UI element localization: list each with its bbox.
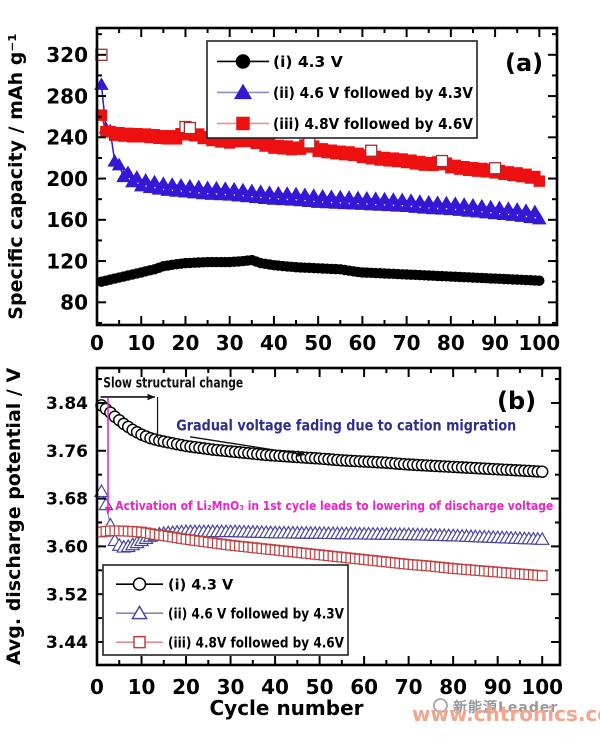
legend-label: (ii) 4.6 V followed by 4.3V: [273, 84, 473, 102]
svg-text:10: 10: [127, 331, 155, 355]
svg-text:100: 100: [521, 675, 563, 699]
svg-text:3.52: 3.52: [46, 585, 88, 605]
svg-text:70: 70: [395, 675, 423, 699]
svg-text:80: 80: [437, 331, 465, 355]
svg-text:60: 60: [350, 675, 378, 699]
svg-text:280: 280: [46, 84, 88, 108]
legend-label: (i) 4.3 V: [273, 53, 343, 71]
watermark-logo: 新能源Leader: [433, 697, 558, 717]
svg-text:10: 10: [128, 675, 156, 699]
svg-text:30: 30: [216, 331, 244, 355]
svg-text:50: 50: [304, 331, 332, 355]
svg-text:50: 50: [306, 675, 334, 699]
annotation-text: (a): [505, 49, 543, 77]
legend-label: (iii) 4.8V followed by 4.6V: [273, 115, 473, 133]
annotation-text: Slow structural change: [103, 376, 243, 392]
svg-text:90: 90: [484, 675, 512, 699]
y-axis-label: Avg. discharge potential / V: [3, 368, 25, 666]
svg-text:100: 100: [518, 331, 560, 355]
svg-text:70: 70: [393, 331, 421, 355]
series--i-4-3-v: [95, 399, 549, 478]
x-axis-label: Cycle number: [209, 696, 363, 720]
svg-text:80: 80: [60, 291, 88, 315]
axes: 0 10 20 30 40 50 60 70 80 90 100 3.44 3.52 3.60 3.68 3.…: [3, 366, 563, 720]
series--ii-4-6-v-followed-by-4-3v: [94, 77, 547, 225]
svg-text:160: 160: [46, 208, 88, 232]
svg-text:20: 20: [172, 331, 200, 355]
y-axis-label: Specific capacity / mAh g⁻¹: [5, 33, 27, 319]
svg-text:40: 40: [261, 675, 289, 699]
legend: (i) 4.3 V (ii) 4.6 V followed by 4.3V (iii…: [206, 40, 478, 139]
annotation-text: Activation of Li₂MnO₃ in 1st cycle leads…: [115, 498, 553, 513]
svg-text:30: 30: [217, 675, 245, 699]
axes: 0 10 20 30 40 50 60 70 80 90 100 80 120 160 200 240 280 3…: [5, 26, 560, 355]
annotation-text: (b): [497, 387, 536, 415]
svg-text:3.68: 3.68: [46, 490, 88, 510]
svg-text:120: 120: [46, 249, 88, 273]
panel-b-voltage-chart: 0 10 20 30 40 50 60 70 80 90 100 3.44 3.52 3.60 3.68 3.…: [0, 355, 600, 738]
watermark-logo-text: 新能源Leader: [453, 700, 559, 716]
svg-text:0: 0: [90, 675, 104, 699]
legend-label: (iii) 4.8V followed by 4.6V: [168, 635, 345, 651]
legend: (i) 4.3 V (ii) 4.6 V followed by 4.3V (iii…: [102, 564, 349, 656]
svg-text:320: 320: [46, 43, 88, 67]
svg-text:90: 90: [481, 331, 509, 355]
panel-a-capacity-chart: 0 10 20 30 40 50 60 70 80 90 100 80 120 160 200 240 280 3…: [0, 0, 600, 355]
watermark-url: www.chtronics.com: [412, 702, 600, 726]
svg-text:0: 0: [90, 331, 104, 355]
annotation-text: Gradual voltage fading due to cation mig…: [176, 417, 516, 435]
svg-text:3.44: 3.44: [46, 633, 88, 653]
series--iii-4-8v-followed-by-4-6v: [96, 525, 548, 582]
series--ii-4-6-v-followed-by-4-3v: [93, 483, 550, 553]
svg-text:40: 40: [260, 331, 288, 355]
svg-text:3.60: 3.60: [46, 537, 88, 557]
svg-text:20: 20: [172, 675, 200, 699]
annotations: (a): [505, 49, 543, 77]
legend-label: (ii) 4.6 V followed by 4.3V: [168, 606, 345, 622]
logo-ring-icon: [433, 698, 448, 713]
svg-text:60: 60: [348, 331, 376, 355]
svg-text:200: 200: [46, 167, 88, 191]
series--i-4-3-v: [96, 254, 545, 287]
svg-text:80: 80: [439, 675, 467, 699]
svg-text:240: 240: [46, 126, 88, 150]
annotations: (b) Slow structural change Gradual voltage…: [100, 376, 553, 514]
svg-text:3.84: 3.84: [46, 394, 88, 414]
legend-label: (i) 4.3 V: [168, 577, 234, 593]
svg-text:3.76: 3.76: [46, 442, 88, 462]
series-layer: [93, 399, 550, 582]
